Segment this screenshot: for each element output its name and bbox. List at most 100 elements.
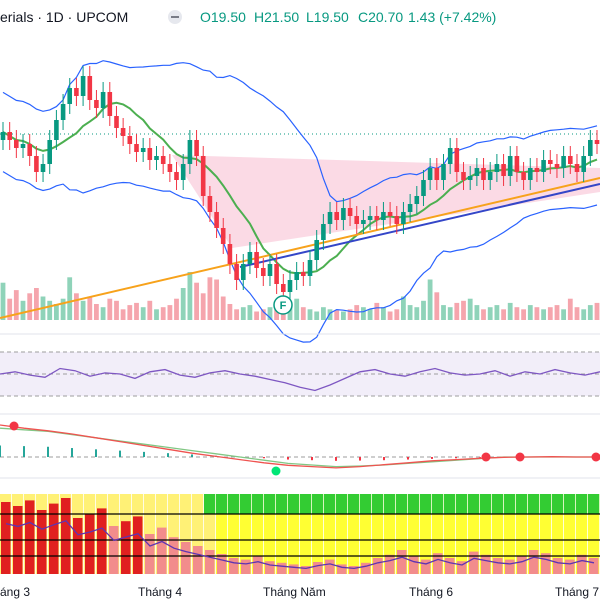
volume-bar <box>227 304 233 320</box>
x-tick-label: áng 3 <box>0 585 31 599</box>
rsi-band <box>0 352 600 396</box>
volume-bar <box>501 309 506 320</box>
candle-body <box>261 268 266 276</box>
candle-body <box>347 208 353 216</box>
oscillator-bar <box>529 550 539 574</box>
candle-body <box>27 144 32 156</box>
x-tick-label: Tháng 7 <box>555 585 600 599</box>
oscillator-bar <box>97 508 107 574</box>
volume-bar <box>80 300 86 320</box>
volume-bar <box>127 305 133 320</box>
oscillator-bar <box>541 553 551 574</box>
candle-body <box>120 128 126 136</box>
volume-bar <box>287 305 293 320</box>
candle-body <box>107 92 113 116</box>
oscillator-top-zone <box>576 494 588 514</box>
volume-bar <box>367 309 373 320</box>
candle-body <box>321 224 326 240</box>
oscillator-top-zone <box>396 494 408 514</box>
oscillator-bar <box>205 550 215 574</box>
oscillator-bar <box>505 559 515 574</box>
oscillator-bar <box>289 564 299 574</box>
volume-bar <box>280 310 286 320</box>
candle-body <box>60 104 66 120</box>
volume-bar <box>180 288 186 320</box>
oscillator-top-zone <box>204 494 216 514</box>
volume-bar <box>427 279 433 320</box>
symbol-title[interactable]: erials · 1D · UPCOM <box>0 9 129 25</box>
oscillator-bar <box>421 559 431 574</box>
oscillator-bar <box>313 562 323 574</box>
oscillator-bar <box>133 516 143 574</box>
oscillator-bar <box>193 546 203 574</box>
volume-bar <box>554 305 560 320</box>
oscillator-background <box>372 494 384 574</box>
candle-body <box>568 156 573 164</box>
oscillator-background <box>480 494 492 574</box>
volume-bar <box>387 311 393 320</box>
candle-body <box>160 156 166 164</box>
candle-body <box>194 140 199 156</box>
candle-body <box>14 140 19 148</box>
volume-bar <box>167 305 173 320</box>
oscillator-background <box>312 494 324 574</box>
volume-bar <box>114 300 119 320</box>
candle-body <box>127 136 133 144</box>
volume-bar <box>327 309 333 320</box>
oscillator-bar <box>373 558 383 574</box>
oscillator-bar <box>361 562 371 574</box>
oscillator-background <box>216 494 228 574</box>
candle-body <box>34 156 39 172</box>
oscillator-top-zone <box>240 494 252 514</box>
oscillator-bar <box>493 558 503 574</box>
volume-bar <box>381 307 386 320</box>
oscillator-background <box>540 494 552 574</box>
volume-bar <box>407 305 413 320</box>
candle-body <box>301 272 306 276</box>
volume-bar <box>220 296 226 320</box>
support-trendline <box>0 177 600 319</box>
oscillator-background <box>324 494 336 574</box>
volume-bar <box>527 305 533 320</box>
candle-body <box>467 176 473 180</box>
volume-bar <box>240 307 246 320</box>
volume-bar <box>94 304 99 320</box>
open-value: O19.50 <box>200 9 246 25</box>
oscillator-bar <box>37 510 47 574</box>
oscillator-bar <box>385 554 395 574</box>
chart-header: erials · 1D · UPCOM O19.50 H21.50 L19.50… <box>0 0 600 34</box>
oscillator-top-zone <box>504 494 516 514</box>
candle-body <box>481 168 486 180</box>
oscillator-bar <box>481 554 491 574</box>
volume-bar <box>7 298 13 320</box>
candle-body <box>554 164 560 168</box>
candle-body <box>528 168 533 180</box>
oscillator-top-zone <box>492 494 504 514</box>
oscillator-top-zone <box>540 494 552 514</box>
candle-body <box>521 172 526 180</box>
oscillator-background <box>240 494 252 574</box>
oscillator-background <box>288 494 300 574</box>
volume-bar <box>594 302 600 320</box>
collapse-icon[interactable] <box>168 10 182 24</box>
candle-body <box>180 164 186 180</box>
volume-bar <box>200 293 206 320</box>
oscillator-top-zone <box>516 494 528 514</box>
oscillator-bar <box>349 566 359 574</box>
event-marker <box>273 295 293 315</box>
candle-body <box>514 156 520 172</box>
volume-bar <box>274 309 279 320</box>
oscillator-top-zone <box>552 494 564 514</box>
oscillator-bar <box>61 498 71 574</box>
volume-bar <box>54 304 59 320</box>
oscillator-top-zone <box>276 494 288 514</box>
candle-body <box>588 140 593 156</box>
oscillator-bar <box>409 556 419 574</box>
oscillator-top-zone <box>588 494 600 514</box>
candle-body <box>581 156 586 172</box>
oscillator-bar <box>517 556 527 574</box>
volume-bar <box>461 300 466 320</box>
candle-body <box>394 216 400 224</box>
oscillator-background <box>180 494 192 574</box>
